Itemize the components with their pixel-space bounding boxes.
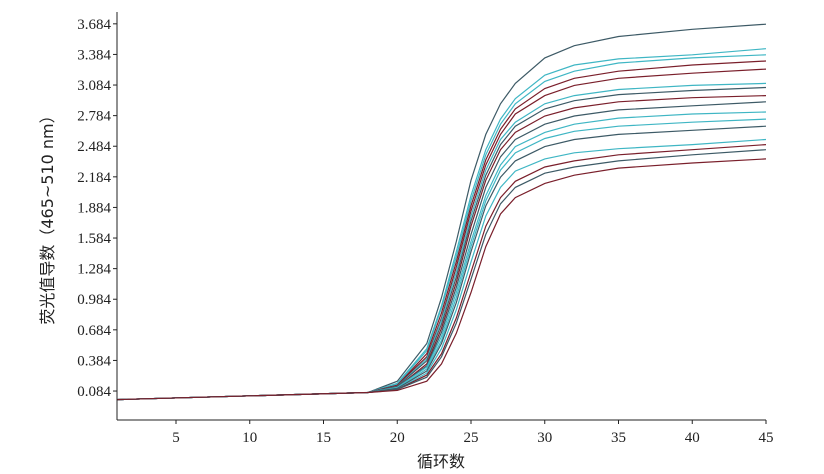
y-tick-label: 0.684 — [77, 323, 111, 339]
series-line-1 — [116, 23, 767, 401]
y-tick-label: 2.784 — [77, 109, 111, 125]
y-axis-ticks: 0.084 0.384 0.684 0.984 1.284 1.584 1.884 2.184… — [77, 17, 117, 400]
x-tick-label: 35 — [611, 430, 626, 446]
y-tick-label: 3.384 — [77, 47, 111, 63]
series-line-16 — [116, 158, 767, 401]
y-tick-label: 1.584 — [77, 231, 111, 247]
y-tick-label: 1.284 — [77, 262, 111, 278]
series-line-4 — [116, 60, 767, 401]
y-tick-label: 2.484 — [77, 139, 111, 155]
series-line-2 — [116, 48, 767, 401]
x-tick-label: 15 — [316, 430, 331, 446]
y-tick-label: 3.684 — [77, 17, 111, 33]
y-tick-label: 1.884 — [77, 200, 111, 216]
series-line-7 — [116, 86, 767, 401]
y-tick-label: 2.184 — [77, 170, 111, 186]
plot-series-group — [116, 23, 767, 401]
series-line-3 — [116, 54, 767, 401]
series-line-14 — [116, 144, 767, 401]
y-axis-title: 荧光值导数（465~510 nm） — [38, 107, 57, 324]
x-tick-label: 25 — [464, 430, 479, 446]
x-tick-label: 10 — [242, 430, 257, 446]
x-tick-label: 5 — [172, 430, 180, 446]
x-tick-label: 40 — [685, 430, 700, 446]
series-line-15 — [116, 149, 767, 401]
y-tick-label: 3.084 — [77, 78, 111, 94]
y-tick-label: 0.984 — [77, 292, 111, 308]
y-tick-label: 0.384 — [77, 353, 111, 369]
series-line-10 — [116, 111, 767, 401]
y-tick-label: 0.084 — [77, 384, 111, 400]
series-line-12 — [116, 125, 767, 401]
x-tick-label: 30 — [537, 430, 552, 446]
series-line-13 — [116, 138, 767, 401]
x-axis-title: 循环数 — [417, 452, 465, 471]
series-line-5 — [116, 68, 767, 401]
x-axis-ticks: 5 10 15 20 25 30 35 40 45 — [172, 420, 774, 446]
x-tick-label: 20 — [390, 430, 405, 446]
x-tick-label: 45 — [759, 430, 774, 446]
